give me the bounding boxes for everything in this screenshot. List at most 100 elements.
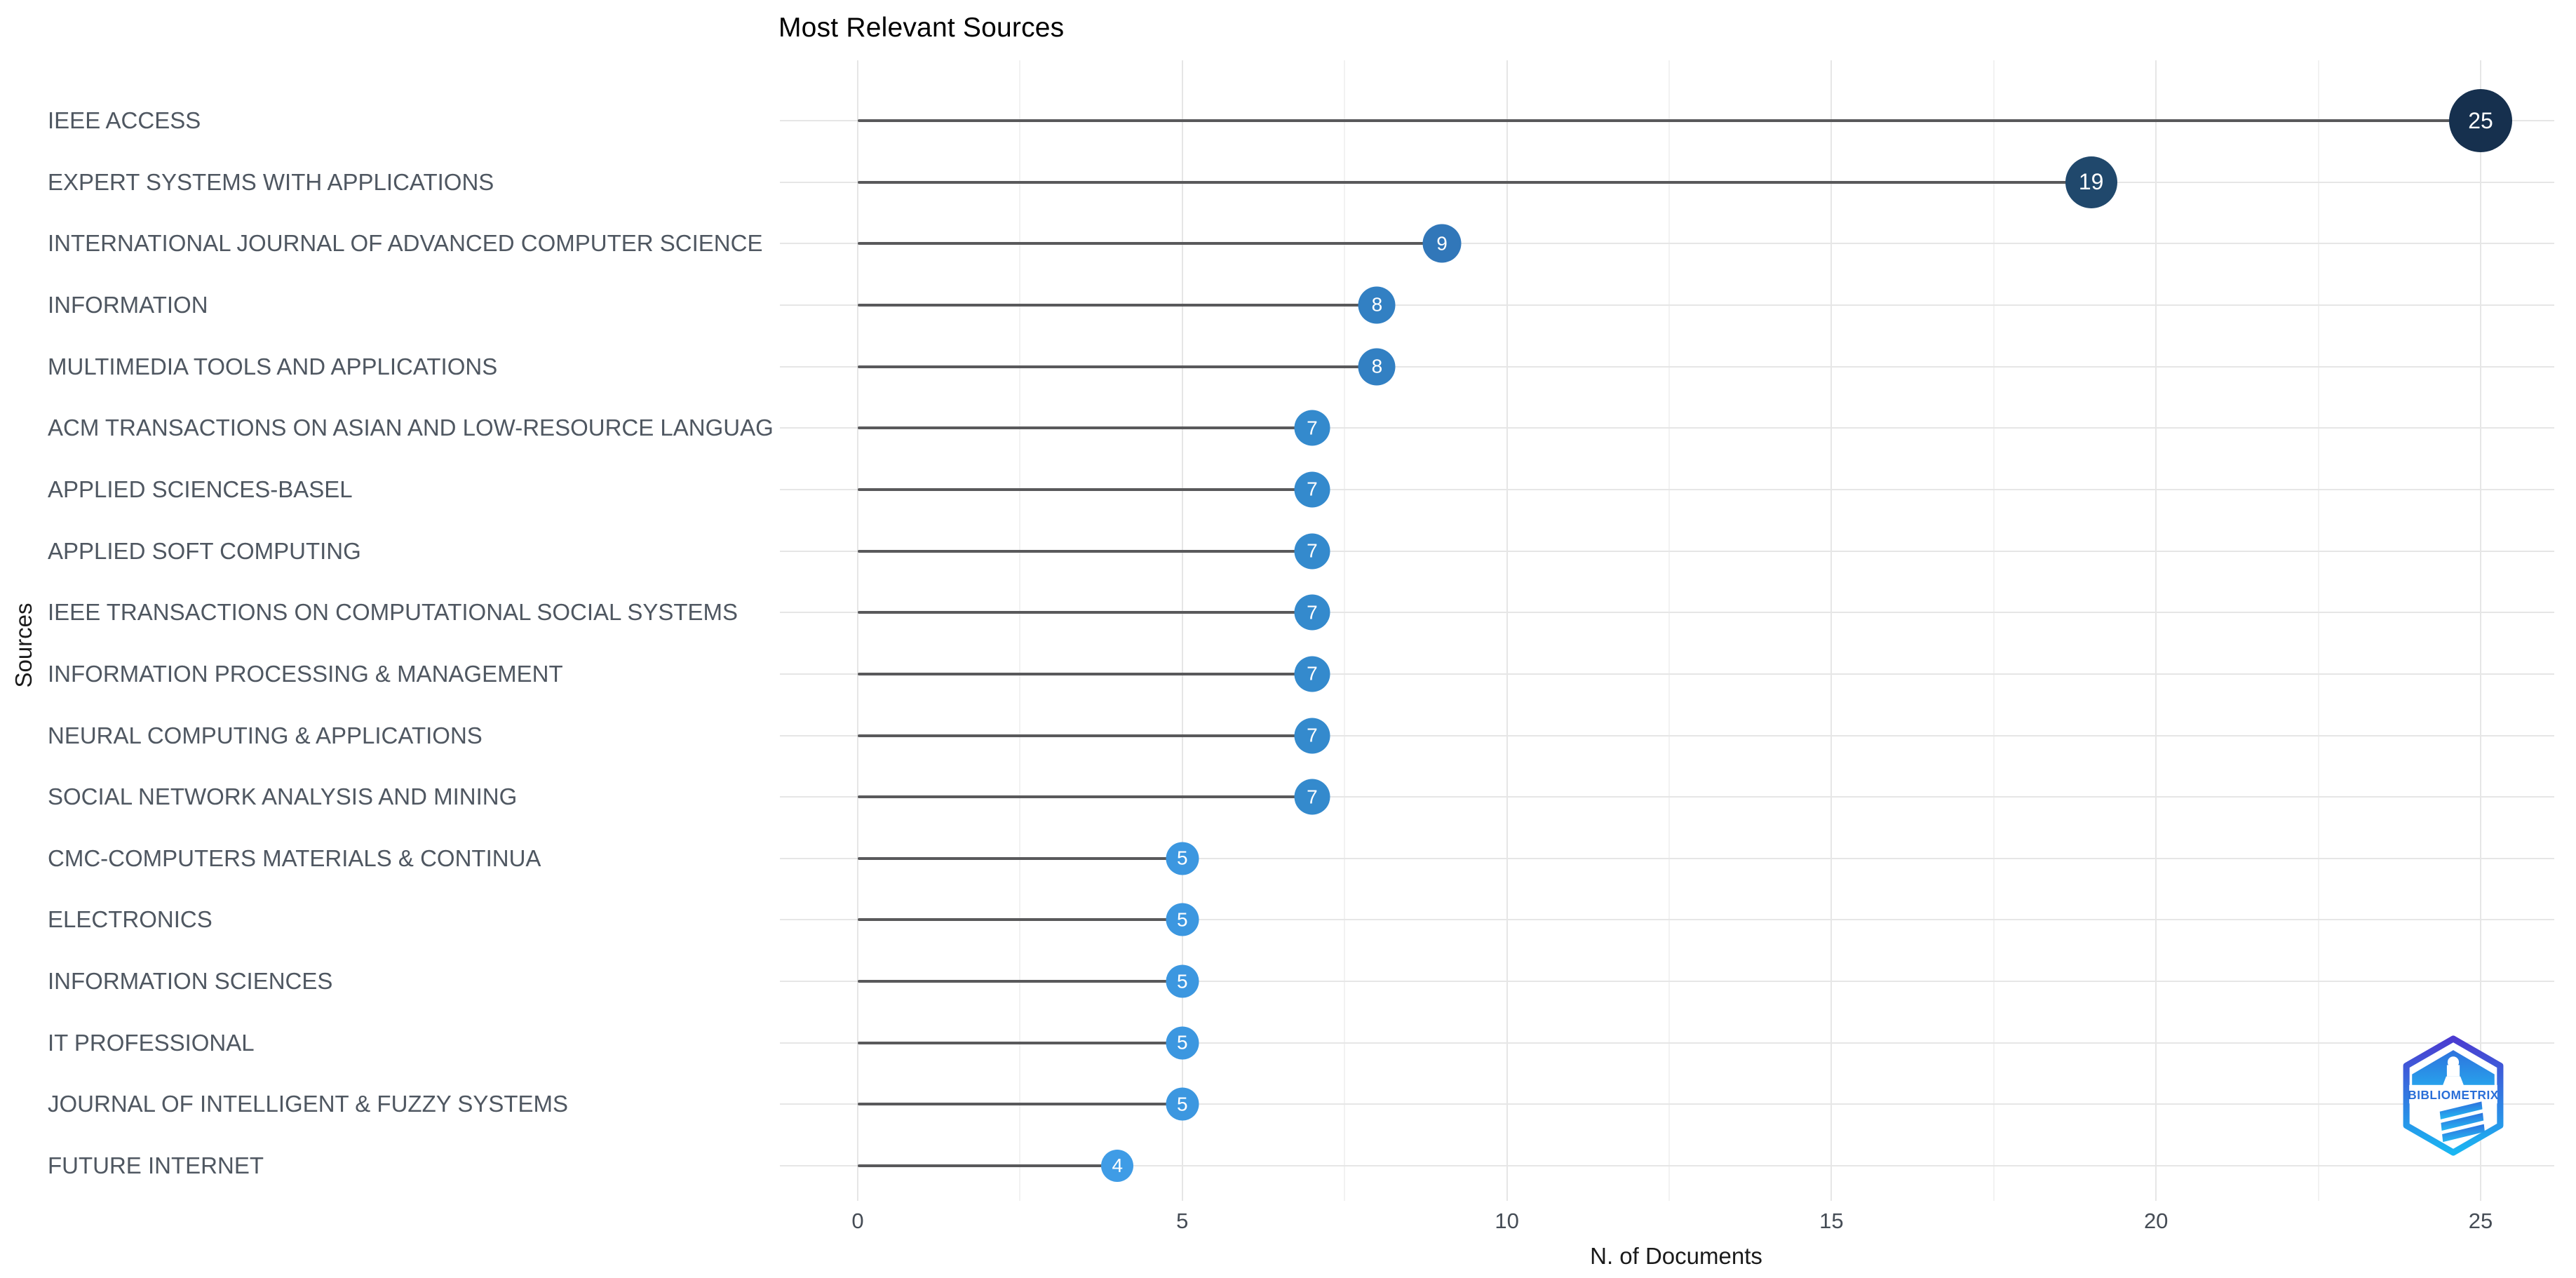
dot-value-label: 5 <box>1177 1031 1188 1054</box>
lollipop-dot[interactable]: 7 <box>1294 779 1330 815</box>
lollipop-stem <box>858 611 1312 614</box>
lollipop-stem <box>858 180 2091 184</box>
lollipop-dot[interactable]: 7 <box>1294 594 1330 631</box>
lollipop-stem <box>858 918 1182 922</box>
row-gridline <box>780 488 2554 490</box>
y-axis-label: IEEE ACCESS <box>48 107 201 133</box>
y-axis-label: EXPERT SYSTEMS WITH APPLICATIONS <box>48 168 494 195</box>
y-axis-label: APPLIED SCIENCES-BASEL <box>48 476 353 502</box>
dot-value-label: 7 <box>1307 724 1318 746</box>
x-axis-title: N. of Documents <box>1590 1243 1762 1269</box>
x-tick-label: 5 <box>1176 1209 1189 1233</box>
lollipop-dot[interactable]: 5 <box>1166 964 1199 998</box>
y-axis-label: IT PROFESSIONAL <box>48 1029 255 1056</box>
dot-value-label: 5 <box>1177 970 1188 993</box>
row-gridline <box>780 365 2554 368</box>
dot-value-label: 7 <box>1307 417 1318 439</box>
dot-value-label: 7 <box>1307 662 1318 685</box>
y-axis-label: ELECTRONICS <box>48 906 213 933</box>
row-gridline <box>780 796 2554 798</box>
lollipop-dot[interactable]: 7 <box>1294 533 1330 570</box>
lollipop-dot[interactable]: 19 <box>2065 156 2117 208</box>
lollipop-dot[interactable]: 7 <box>1294 471 1330 508</box>
lollipop-dot[interactable]: 8 <box>1358 286 1396 324</box>
lollipop-dot[interactable]: 7 <box>1294 718 1330 753</box>
x-tick-label: 25 <box>2468 1209 2493 1233</box>
lollipop-dot[interactable]: 7 <box>1294 410 1330 446</box>
y-axis-label: INFORMATION SCIENCES <box>48 968 333 995</box>
row-gridline <box>780 550 2554 552</box>
row-gridline <box>780 427 2554 429</box>
lollipop-dot[interactable]: 9 <box>1422 224 1462 263</box>
lollipop-stem <box>858 119 2481 122</box>
dot-value-label: 7 <box>1307 539 1318 562</box>
dot-value-label: 9 <box>1436 232 1448 255</box>
lollipop-stem <box>858 980 1182 983</box>
lollipop-stem <box>858 856 1182 860</box>
x-tick-label: 0 <box>851 1209 864 1233</box>
dot-value-label: 5 <box>1177 1093 1188 1115</box>
x-tick-label: 10 <box>1495 1209 1519 1233</box>
row-gridline <box>780 919 2554 921</box>
lollipop-stem <box>858 549 1312 553</box>
dot-value-label: 8 <box>1371 355 1383 377</box>
lollipop-stem <box>858 365 1377 368</box>
dot-value-label: 4 <box>1112 1155 1124 1177</box>
minor-gridline <box>1019 60 1021 1201</box>
y-axis-label: ACM TRANSACTIONS ON ASIAN AND LOW-RESOUR… <box>48 415 774 441</box>
dot-value-label: 7 <box>1307 478 1318 500</box>
major-gridline <box>1506 60 1508 1201</box>
chart-title: Most Relevant Sources <box>778 13 1065 43</box>
major-gridline <box>2155 60 2157 1201</box>
minor-gridline <box>1992 60 1995 1201</box>
lollipop-stem <box>858 1041 1182 1044</box>
lollipop-dot[interactable]: 8 <box>1358 348 1396 386</box>
major-gridline <box>1181 60 1183 1201</box>
y-axis-label: APPLIED SOFT COMPUTING <box>48 537 361 564</box>
lollipop-dot[interactable]: 5 <box>1166 842 1199 875</box>
minor-gridline <box>1344 60 1346 1201</box>
lollipop-stem <box>858 672 1312 675</box>
lollipop-dot[interactable]: 5 <box>1166 1087 1199 1121</box>
row-gridline <box>780 734 2554 736</box>
logo-lighthouse-dome <box>2447 1056 2460 1068</box>
row-gridline <box>780 304 2554 306</box>
row-gridline <box>780 1103 2554 1105</box>
y-axis-label: JOURNAL OF INTELLIGENT & FUZZY SYSTEMS <box>48 1091 569 1117</box>
lollipop-stem <box>858 1164 1118 1168</box>
row-gridline <box>780 857 2554 859</box>
y-axis-label: IEEE TRANSACTIONS ON COMPUTATIONAL SOCIA… <box>48 599 739 626</box>
dot-value-label: 8 <box>1371 293 1383 316</box>
row-gridline <box>780 612 2554 614</box>
lollipop-dot[interactable]: 5 <box>1166 1026 1199 1060</box>
row-gridline <box>780 243 2554 245</box>
dot-value-label: 7 <box>1307 786 1318 808</box>
x-tick-label: 15 <box>1819 1209 1844 1233</box>
lollipop-dot[interactable]: 25 <box>2449 89 2512 152</box>
dot-value-label: 5 <box>1177 847 1188 869</box>
dot-value-label: 25 <box>2468 107 2493 133</box>
row-gridline <box>780 673 2554 675</box>
logo-text-band <box>2409 1084 2497 1104</box>
lollipop-stem <box>858 242 1443 245</box>
dot-value-label: 7 <box>1307 601 1318 624</box>
dot-value-label: 5 <box>1177 908 1188 931</box>
y-axis-label: CMC-COMPUTERS MATERIALS & CONTINUA <box>48 845 541 871</box>
row-gridline <box>780 1165 2554 1167</box>
lollipop-dot[interactable]: 4 <box>1101 1150 1134 1183</box>
lollipop-stem <box>858 426 1312 430</box>
lollipop-stem <box>858 734 1312 737</box>
lollipop-stem <box>858 487 1312 491</box>
row-gridline <box>780 981 2554 983</box>
y-axis-label: NEURAL COMPUTING & APPLICATIONS <box>48 722 483 748</box>
bibliometrix-logo: BIBLIOMETRIX <box>2403 1035 2504 1156</box>
lollipop-stem <box>858 795 1312 799</box>
x-tick-label: 20 <box>2143 1209 2169 1233</box>
minor-gridline <box>1668 60 1670 1201</box>
major-gridline <box>857 60 858 1201</box>
lollipop-stem <box>858 1103 1182 1106</box>
lollipop-dot[interactable]: 7 <box>1294 656 1330 692</box>
lollipop-dot[interactable]: 5 <box>1166 903 1199 936</box>
minor-gridline <box>2317 60 2319 1201</box>
